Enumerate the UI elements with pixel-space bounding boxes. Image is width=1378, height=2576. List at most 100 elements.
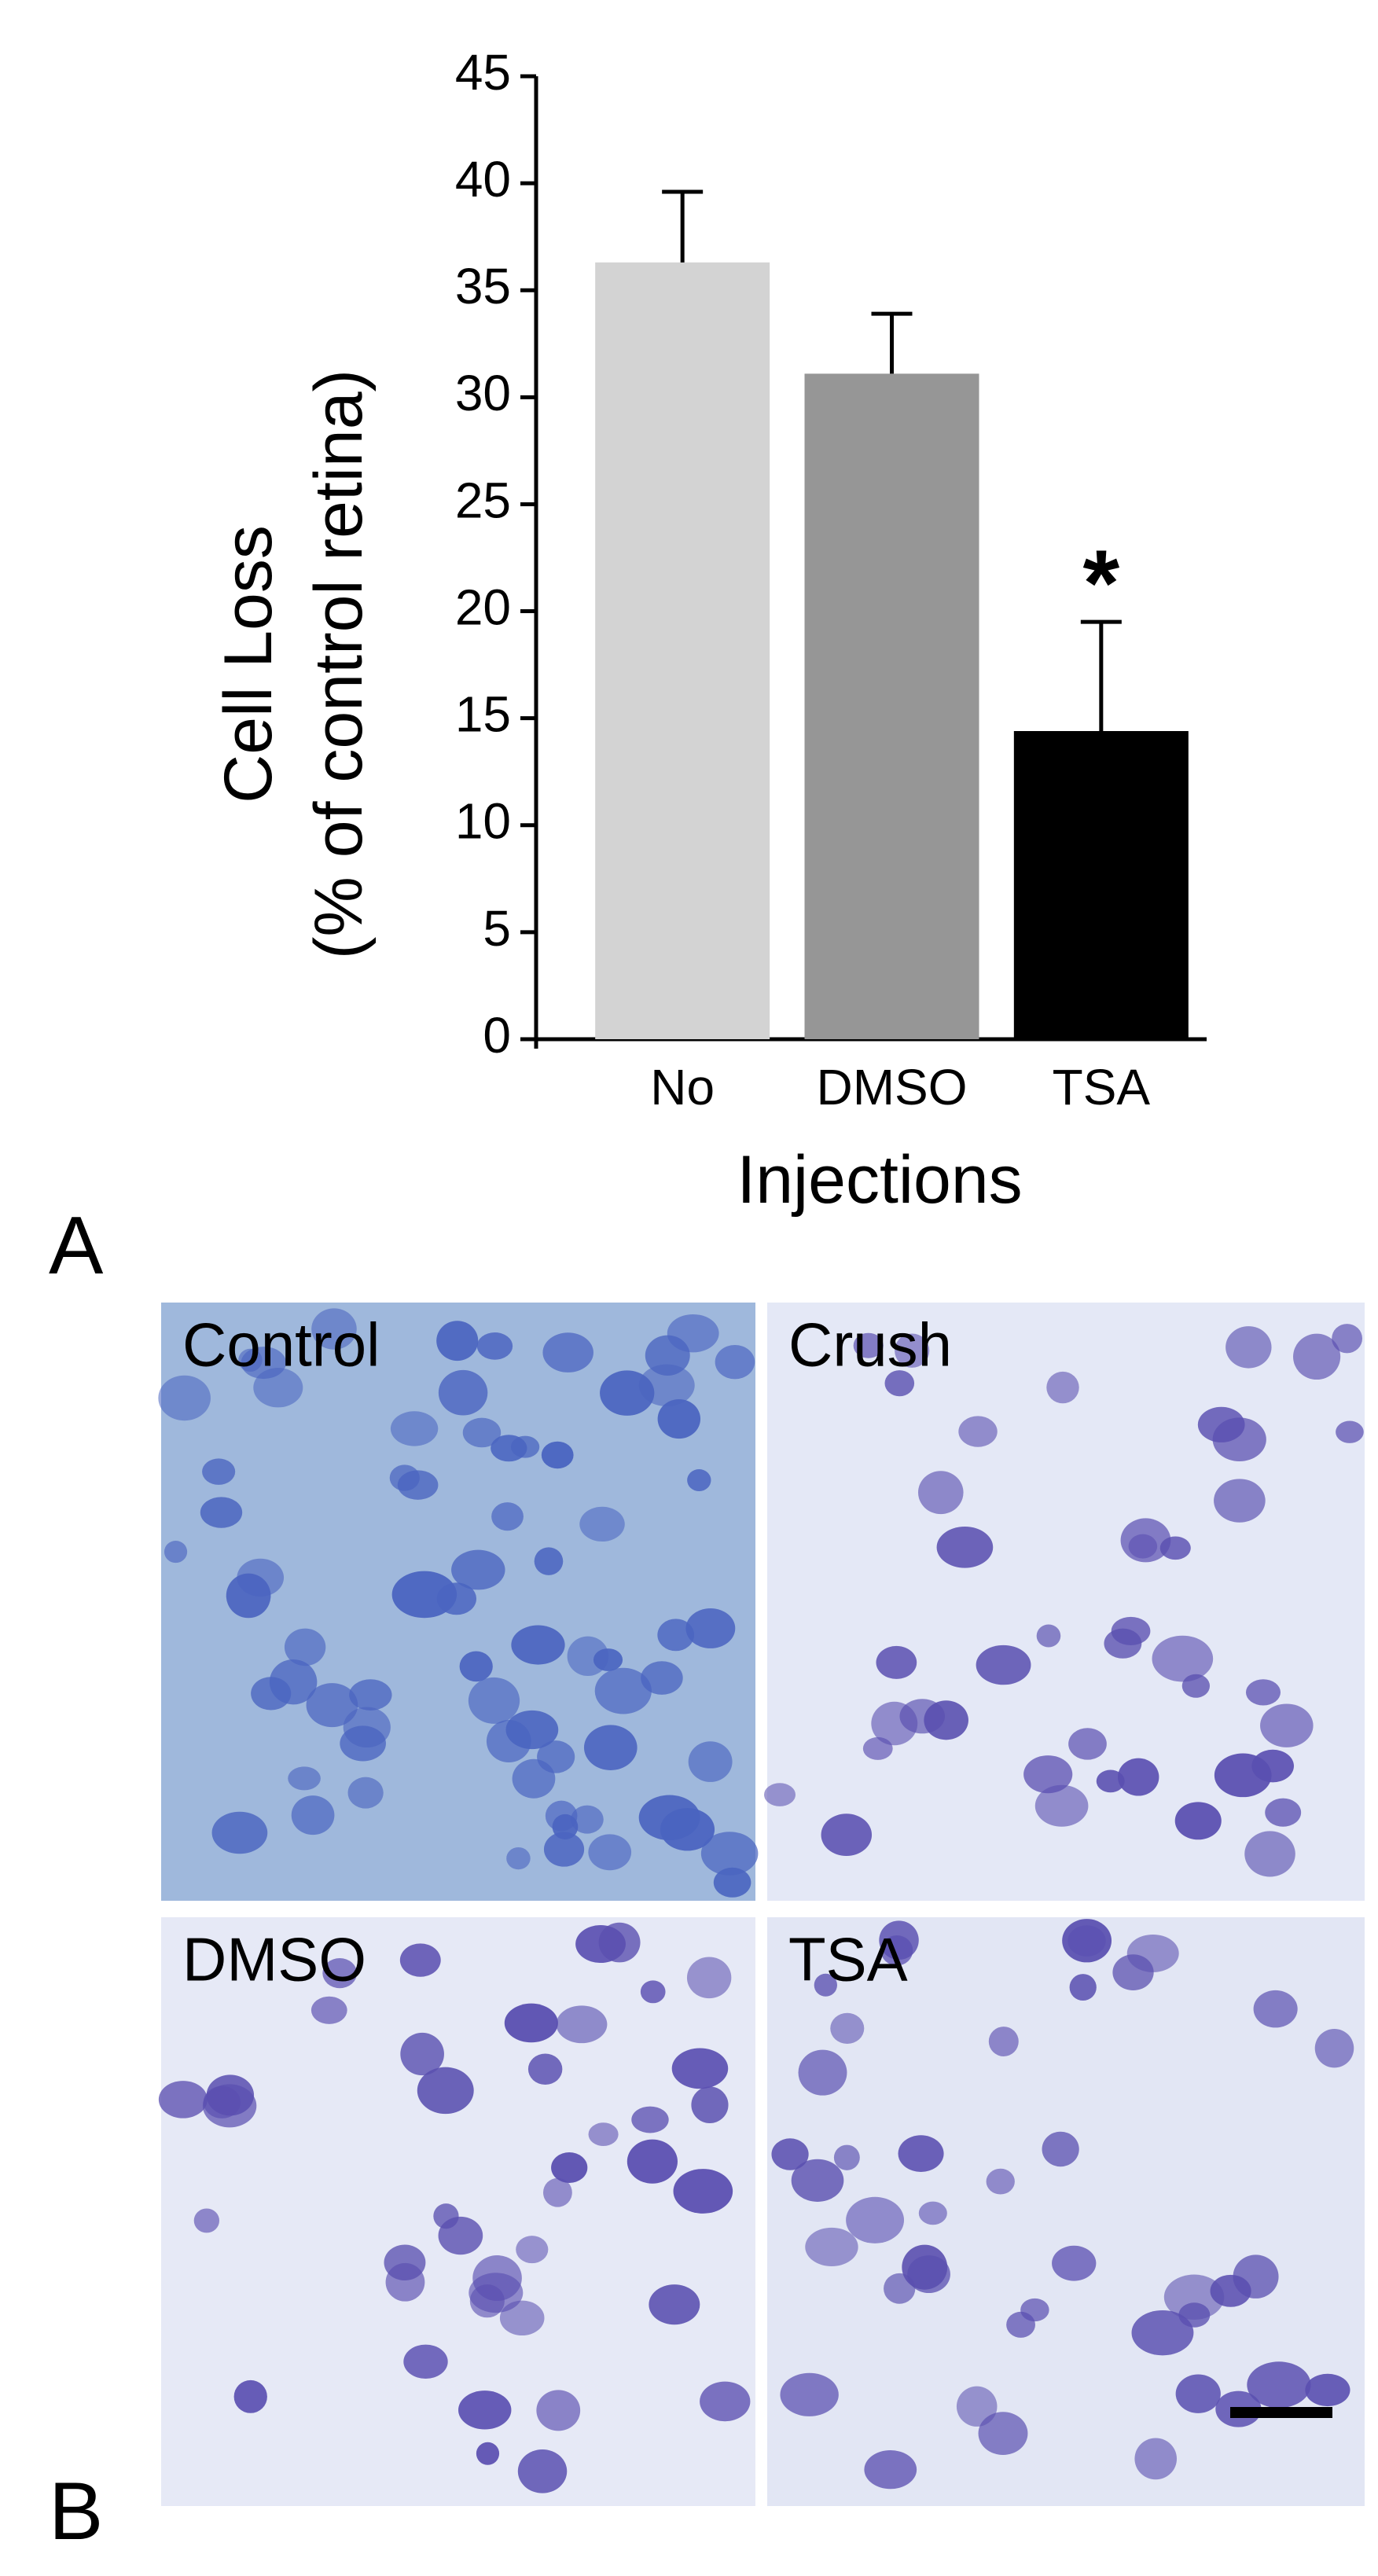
y-tick-label: 30: [455, 365, 511, 421]
cell: [476, 2442, 500, 2465]
cell: [226, 1573, 271, 1619]
cell: [527, 2053, 563, 2085]
y-tick-label: 5: [483, 900, 511, 957]
bar: [1013, 731, 1189, 1039]
micrograph-bg: [161, 1917, 755, 2506]
cell: [907, 2255, 950, 2294]
cell: [311, 1308, 357, 1350]
cell: [288, 1766, 321, 1791]
cell: [1068, 1728, 1107, 1760]
cell: [1244, 1831, 1295, 1877]
cell: [516, 2236, 549, 2264]
cell: [158, 1375, 211, 1421]
cell: [389, 1464, 420, 1491]
cell: [876, 1645, 917, 1679]
cell: [417, 2067, 474, 2115]
cell: [1046, 1371, 1079, 1404]
cell: [713, 1867, 751, 1898]
cell: [686, 1957, 732, 1999]
cell: [862, 1736, 893, 1760]
y-tick-label: 35: [455, 258, 511, 314]
cell: [1174, 1802, 1222, 1840]
cell: [649, 2284, 700, 2325]
cell: [1265, 1798, 1302, 1827]
cell: [667, 1314, 719, 1353]
cell: [543, 1832, 585, 1867]
micrograph: Control: [158, 1303, 759, 1901]
micrographs: Control Crush DMSO TSA: [158, 1303, 1365, 2506]
y-axis-title: (% of control retina): [301, 369, 377, 959]
cell: [956, 2386, 998, 2427]
cell: [491, 1435, 527, 1462]
cell: [641, 1661, 683, 1695]
cell: [551, 2152, 588, 2183]
cell: [631, 2106, 669, 2133]
cell: [583, 1725, 638, 1770]
cell: [1042, 2131, 1079, 2167]
cell: [200, 1497, 243, 1528]
cell: [976, 1644, 1031, 1685]
cell: [491, 1502, 524, 1531]
micrograph-label: Crush: [788, 1310, 952, 1380]
cell: [884, 1370, 915, 1397]
cell: [438, 1369, 488, 1416]
cell: [598, 1922, 641, 1963]
x-tick-label: DMSO: [817, 1059, 968, 1115]
cell: [864, 2450, 917, 2490]
cell: [203, 2085, 241, 2118]
cell: [534, 1547, 564, 1575]
y-tick-label: 0: [483, 1007, 511, 1064]
cell: [640, 1980, 666, 2004]
cell: [1332, 1324, 1363, 1354]
cell: [193, 2208, 220, 2233]
cell: [986, 2168, 1015, 2195]
cell: [542, 2177, 572, 2207]
cell: [1247, 2361, 1311, 2409]
cell: [347, 1777, 384, 1809]
cell: [685, 1608, 736, 1648]
cell: [384, 2244, 426, 2280]
cell: [958, 1416, 998, 1447]
cell: [1118, 1758, 1159, 1796]
cell: [458, 2390, 512, 2430]
cell: [556, 2005, 608, 2044]
cell: [403, 2344, 448, 2379]
error-bar: [662, 189, 704, 263]
cell: [1314, 2028, 1354, 2068]
micrograph: DMSO: [158, 1917, 755, 2506]
cell: [771, 2138, 809, 2170]
cell: [673, 2169, 733, 2214]
cell: [536, 2390, 581, 2431]
cell: [542, 1332, 593, 1373]
cell: [291, 1795, 335, 1836]
cell: [691, 2086, 729, 2124]
cell: [251, 1677, 292, 1711]
micrograph: Crush: [764, 1303, 1365, 1901]
cell: [671, 2048, 729, 2089]
scale-bar: [1230, 2407, 1332, 2418]
cell: [1104, 1628, 1142, 1659]
cell: [687, 1469, 711, 1492]
cell: [1152, 1635, 1214, 1682]
y-axis-title: Cell Loss: [211, 525, 286, 803]
cell: [567, 1636, 609, 1677]
cell: [506, 1847, 531, 1870]
cell: [918, 1471, 964, 1515]
cell: [638, 1364, 695, 1407]
y-tick-label: 25: [455, 472, 511, 528]
cell: [504, 2003, 558, 2043]
cell: [253, 1368, 303, 1408]
cell: [476, 1332, 513, 1360]
cell: [1020, 2298, 1049, 2322]
y-tick-label: 20: [455, 579, 511, 635]
cell: [211, 1811, 268, 1854]
cell: [700, 1832, 759, 1876]
x-axis-title: Injections: [737, 1142, 1022, 1218]
cell: [688, 1741, 733, 1782]
cell: [627, 2139, 678, 2184]
error-bar: [871, 311, 913, 374]
cell: [537, 1740, 575, 1773]
cell: [545, 1800, 578, 1832]
cell: [517, 2449, 568, 2493]
